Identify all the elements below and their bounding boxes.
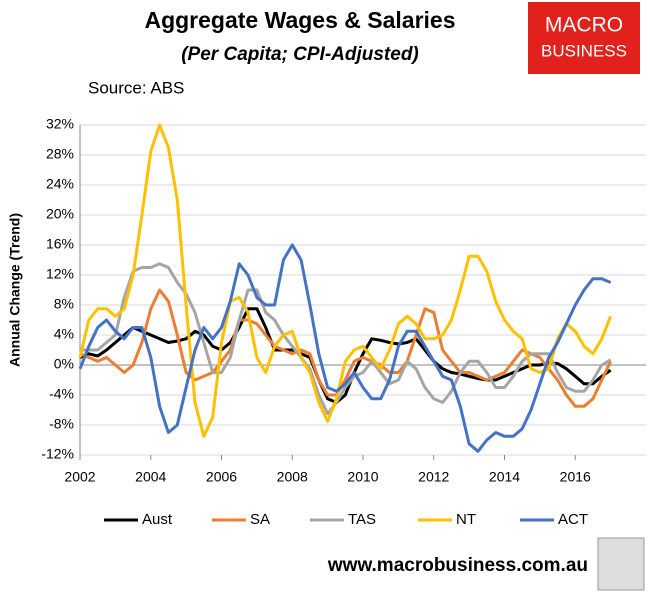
logo-text: MACRO [545, 14, 623, 37]
y-tick-label: 28% [46, 146, 74, 162]
logo-box [528, 2, 640, 74]
chart-title: Aggregate Wages & Salaries [144, 7, 455, 33]
x-tick-label: 2010 [347, 469, 378, 485]
legend-label: TAS [348, 511, 376, 528]
x-tick-label: 2002 [64, 469, 95, 485]
y-tick-label: 32% [46, 116, 74, 132]
logo-text: BUSINESS [541, 41, 627, 60]
series-line [78, 243, 612, 453]
x-tick-label: 2012 [418, 469, 449, 485]
y-axis-label: Annual Change (Trend) [7, 213, 23, 367]
legend-label: NT [456, 511, 476, 528]
legend-label: ACT [558, 511, 588, 528]
footer: www.macrobusiness.com.au [327, 555, 588, 576]
y-tick-label: 16% [46, 236, 74, 252]
x-tick-label: 2008 [277, 469, 308, 485]
wolf-icon [597, 537, 645, 591]
x-tick-label: 2014 [489, 469, 520, 485]
y-tick-label: 4% [54, 326, 74, 342]
legend-label: Aust [142, 511, 173, 528]
x-tick-label: 2016 [560, 469, 591, 485]
source: Source: ABS [88, 78, 184, 97]
y-tick-label: -4% [49, 386, 74, 402]
series-line [78, 123, 612, 438]
y-tick-label: 20% [46, 206, 74, 222]
chart-subtitle: (Per Capita; CPI-Adjusted) [181, 44, 419, 65]
series-line [80, 262, 612, 416]
y-tick-label: 12% [46, 266, 74, 282]
series-line [79, 288, 612, 408]
legend-label: SA [250, 511, 270, 528]
y-tick-label: 24% [46, 176, 74, 192]
y-tick-label: -8% [49, 416, 74, 432]
y-tick-label: -12% [41, 446, 74, 462]
y-tick-label: 0% [54, 356, 74, 372]
x-tick-label: 2004 [135, 469, 166, 485]
y-tick-label: 8% [54, 296, 74, 312]
series-line [79, 307, 612, 404]
x-tick-label: 2006 [206, 469, 237, 485]
